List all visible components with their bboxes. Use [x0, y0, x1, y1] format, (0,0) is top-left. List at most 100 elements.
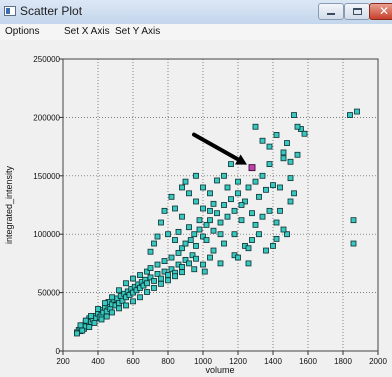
- data-point: [252, 178, 259, 185]
- data-point: [273, 219, 280, 226]
- data-point: [259, 137, 266, 144]
- data-point: [287, 158, 294, 165]
- data-point: [266, 143, 273, 150]
- x-tick-label: 800: [161, 357, 175, 366]
- data-point: [238, 202, 245, 208]
- x-tick-label: 600: [126, 357, 140, 366]
- data-point: [207, 190, 213, 197]
- data-point: [179, 269, 185, 276]
- data-point: [182, 256, 189, 263]
- data-point: [221, 240, 227, 247]
- y-axis-label: integrated_intensity: [4, 165, 14, 244]
- data-point: [252, 221, 259, 228]
- y-tick-label: 200000: [33, 113, 60, 122]
- data-point: [175, 228, 182, 235]
- data-point: [182, 178, 189, 185]
- data-point: [217, 231, 224, 238]
- data-point: [263, 247, 269, 254]
- data-point: [144, 280, 150, 287]
- data-point: [294, 123, 301, 130]
- menu-set-y-axis[interactable]: Set Y Axis: [115, 26, 161, 37]
- data-point: [245, 260, 252, 267]
- data-point: [144, 268, 150, 275]
- data-point: [193, 242, 199, 249]
- data-point: [158, 275, 164, 282]
- y-axis-ticks: 0 50000 100000 150000 200000 250000: [33, 55, 63, 356]
- data-point: [221, 202, 227, 208]
- data-point: [235, 178, 241, 185]
- maximize-button[interactable]: [344, 3, 370, 20]
- data-point: [165, 231, 171, 238]
- data-point: [347, 112, 353, 118]
- data-point: [168, 193, 175, 200]
- data-point: [266, 161, 273, 168]
- data-point: [158, 280, 164, 287]
- x-tick-label: 400: [91, 357, 105, 366]
- data-point: [172, 205, 178, 212]
- x-tick-label: 1400: [264, 357, 282, 366]
- y-tick-label: 50000: [38, 289, 61, 298]
- data-point: [259, 172, 266, 179]
- data-point: [266, 207, 273, 214]
- data-point: [147, 248, 154, 255]
- data-point: [203, 237, 210, 243]
- data-point: [88, 313, 94, 319]
- data-point: [161, 207, 168, 214]
- data-point: [217, 260, 224, 267]
- x-tick-label: 1600: [299, 357, 317, 366]
- arrow-head: [235, 154, 247, 165]
- data-point: [350, 217, 357, 224]
- data-point: [280, 149, 287, 156]
- data-point: [214, 177, 220, 184]
- data-point: [74, 330, 80, 337]
- maximize-icon: [353, 8, 362, 15]
- data-point: [130, 275, 136, 282]
- menu-options[interactable]: Options: [5, 26, 40, 37]
- data-point: [165, 277, 171, 284]
- data-point: [116, 287, 122, 294]
- data-point: [191, 266, 198, 273]
- minimize-button[interactable]: [318, 3, 344, 20]
- data-point: [179, 264, 185, 270]
- data-point: [200, 233, 206, 240]
- data-point: [109, 309, 115, 316]
- y-tick-label: 0: [56, 347, 61, 356]
- data-point: [191, 231, 198, 238]
- app-window-icon: [4, 6, 16, 16]
- x-axis-ticks: 200 400 600 800 1000 1200 1400 1600 1800 2000: [56, 351, 387, 366]
- data-point: [235, 254, 241, 261]
- x-tick-label: 1000: [194, 357, 212, 366]
- data-point: [116, 305, 122, 312]
- close-button[interactable]: ✕: [369, 3, 392, 20]
- data-point: [207, 254, 213, 261]
- plot-area: 0 50000 100000 150000 200000 250000 200 400 600…: [0, 40, 392, 377]
- data-point: [221, 172, 227, 179]
- data-point: [235, 190, 241, 197]
- data-point: [210, 227, 217, 234]
- data-point: [277, 207, 283, 214]
- data-point: [137, 294, 143, 301]
- data-point: [186, 224, 192, 231]
- title-bar[interactable]: Scatter Plot ✕: [0, 0, 392, 25]
- data-point: [280, 226, 287, 233]
- data-point: [151, 278, 157, 284]
- data-point: [123, 302, 129, 309]
- data-point: [242, 198, 248, 205]
- data-point: [158, 219, 164, 226]
- x-axis-label: volume: [205, 365, 234, 375]
- data-point: [179, 245, 185, 252]
- data-point: [238, 217, 245, 224]
- data-point: [151, 285, 157, 291]
- data-point: [224, 213, 231, 220]
- menu-set-x-axis[interactable]: Set X Axis: [64, 26, 110, 37]
- data-point: [301, 130, 308, 137]
- data-point: [77, 322, 84, 329]
- data-point: [79, 327, 86, 334]
- plot-frame: [62, 58, 379, 352]
- highlighted-point-group: [248, 164, 256, 172]
- data-point: [256, 193, 262, 200]
- y-tick-label: 100000: [33, 230, 60, 239]
- scatter-chart[interactable]: 0 50000 100000 150000 200000 250000 200 400 600…: [0, 40, 392, 377]
- data-point: [196, 226, 203, 233]
